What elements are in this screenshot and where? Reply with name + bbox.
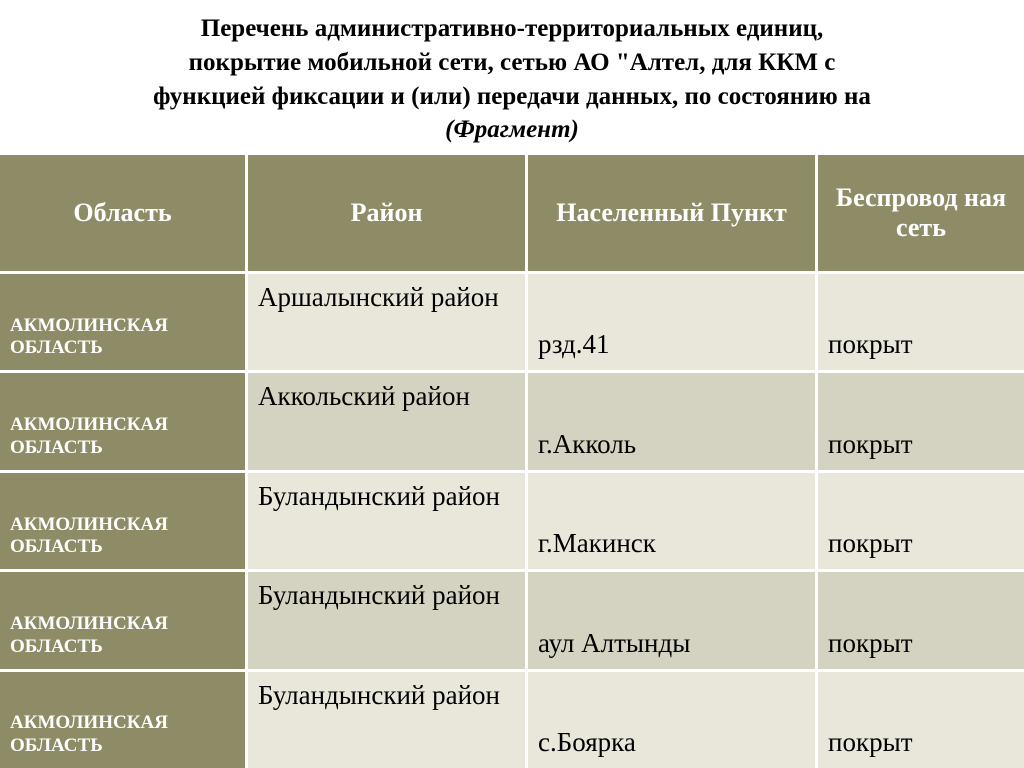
cell-coverage: покрыт [818,373,1024,469]
table-row: АКМОЛИНСКАЯ ОБЛАСТЬАршалынский районрзд.… [0,271,1024,370]
cell-region: АКМОЛИНСКАЯ ОБЛАСТЬ [0,373,248,469]
cell-district: Аккольский район [248,373,528,469]
title-line-2: покрытие мобильной сети, сетью АО "Алтел… [189,49,836,76]
cell-coverage: покрыт [818,572,1024,668]
cell-coverage: покрыт [818,672,1024,768]
cell-district: Буландынский район [248,672,528,768]
cell-region: АКМОЛИНСКАЯ ОБЛАСТЬ [0,672,248,768]
cell-locality: г.Акколь [528,373,818,469]
title-line-1: Перечень административно-территориальных… [201,15,824,42]
cell-district: Буландынский район [248,473,528,569]
table-header-row: Область Район Населенный Пункт Беспровод… [0,155,1024,271]
title-fragment: (Фрагмент) [445,116,579,143]
cell-locality: г.Макинск [528,473,818,569]
header-locality: Населенный Пункт [528,155,818,271]
cell-coverage: покрыт [818,274,1024,370]
cell-locality: рзд.41 [528,274,818,370]
table-row: АКМОЛИНСКАЯ ОБЛАСТЬБуландынский районс.Б… [0,669,1024,768]
cell-district: Буландынский район [248,572,528,668]
cell-coverage: покрыт [818,473,1024,569]
slide: Перечень административно-территориальных… [0,0,1024,768]
header-district: Район [248,155,528,271]
cell-region: АКМОЛИНСКАЯ ОБЛАСТЬ [0,572,248,668]
table-row: АКМОЛИНСКАЯ ОБЛАСТЬБуландынский районг.М… [0,470,1024,569]
table-row: АКМОЛИНСКАЯ ОБЛАСТЬБуландынский районаул… [0,569,1024,668]
cell-region: АКМОЛИНСКАЯ ОБЛАСТЬ [0,274,248,370]
header-region: Область [0,155,248,271]
title-line-3: функцией фиксации и (или) передачи данны… [153,83,871,110]
cell-region: АКМОЛИНСКАЯ ОБЛАСТЬ [0,473,248,569]
title-block: Перечень административно-территориальных… [0,0,1024,153]
header-coverage: Беспровод ная сеть [818,155,1024,271]
cell-locality: с.Боярка [528,672,818,768]
table-row: АКМОЛИНСКАЯ ОБЛАСТЬАккольский районг.Акк… [0,370,1024,469]
cell-locality: аул Алтынды [528,572,818,668]
coverage-table: Область Район Населенный Пункт Беспровод… [0,153,1024,768]
cell-district: Аршалынский район [248,274,528,370]
